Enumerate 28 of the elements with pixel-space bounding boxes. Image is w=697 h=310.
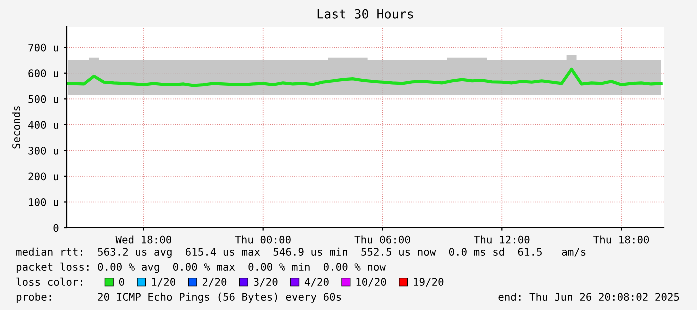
- y-tick-label: 700 u: [28, 44, 58, 52]
- x-tick-label: Thu 18:00: [594, 236, 650, 244]
- x-tick-label: Thu 12:00: [474, 236, 530, 244]
- y-tick-label: 100 u: [29, 198, 58, 206]
- text: packet loss: 0.00 % avg 0.00 % max 0.00 % min 0.00 % now: [16, 262, 386, 274]
- legend-label: 1/20: [152, 278, 176, 287]
- legend-label: 3/20: [254, 278, 278, 287]
- text: end: Thu Jun 26 20:08:02 2025: [498, 292, 680, 302]
- y-tick-label: 500 u: [28, 95, 58, 104]
- y-tick-label: 300 u: [28, 146, 58, 155]
- x-tick-label: Thu 00:00: [235, 236, 291, 244]
- legend-label: 19/20: [414, 278, 444, 287]
- legend-label: 0: [119, 278, 124, 286]
- text: median rtt: 563.2 us avg 615.4 us max 546.9 us min 552.5 us now 0.0 ms sd 61.5 am/s: [16, 248, 586, 258]
- line-series: [67, 68, 663, 88]
- y-tick-label: 600 u: [28, 70, 58, 78]
- y-tick-label: 200 u: [28, 172, 58, 181]
- legend-title: loss color:: [16, 278, 82, 286]
- x-tick-label: Wed 18:00: [116, 236, 172, 244]
- y-tick-label: 0: [54, 224, 59, 232]
- y-tick-label: 400 u: [28, 121, 58, 130]
- y-axis-title: Seconds: [12, 106, 20, 149]
- legend-label: 2/20: [202, 278, 227, 287]
- x-tick-label: Thu 06:00: [354, 236, 410, 244]
- text: probe: 20 ICMP Echo Pings (56 Bytes) every 60s: [16, 292, 342, 304]
- chart-title: Last 30 Hours: [318, 9, 414, 19]
- legend-label: 4/20: [304, 278, 329, 287]
- legend-label: 10/20: [356, 278, 386, 287]
